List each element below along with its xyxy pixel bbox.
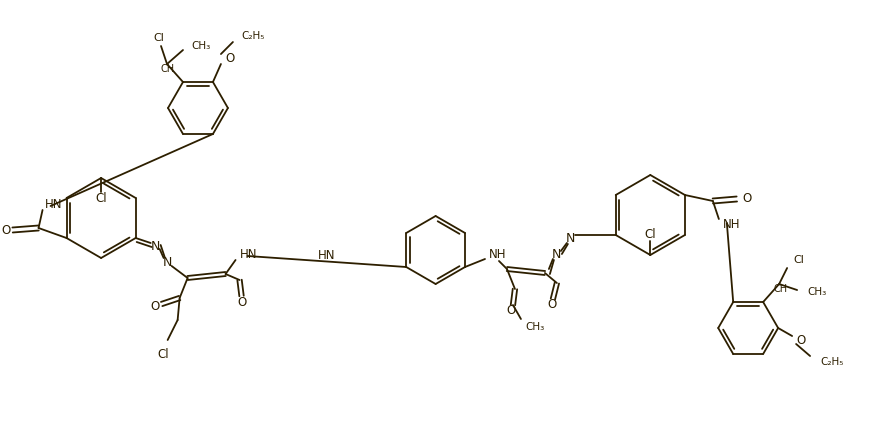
Text: O: O [236,296,246,308]
Text: N: N [566,233,575,245]
Text: NH: NH [722,219,740,231]
Text: Cl: Cl [96,193,107,205]
Text: O: O [547,299,556,311]
Text: Cl: Cl [157,348,169,360]
Text: Cl: Cl [154,33,164,43]
Text: N: N [163,256,172,268]
Text: O: O [742,193,751,205]
Text: O: O [1,224,10,236]
Text: CH₃: CH₃ [524,322,544,332]
Text: O: O [225,52,234,64]
Text: CH: CH [773,284,786,294]
Text: C₂H₅: C₂H₅ [241,31,264,41]
Text: HN: HN [44,198,62,210]
Text: CH₃: CH₃ [806,287,826,297]
Text: HN: HN [239,248,256,261]
Text: C₂H₅: C₂H₅ [819,357,842,367]
Text: O: O [506,305,515,317]
Text: CH: CH [161,64,175,74]
Text: NH: NH [488,248,506,262]
Text: Cl: Cl [793,255,803,265]
Text: N: N [552,248,561,262]
Text: HN: HN [318,249,335,262]
Text: CH₃: CH₃ [191,41,210,51]
Text: O: O [149,299,159,313]
Text: O: O [795,334,805,346]
Text: N: N [151,239,160,253]
Text: Cl: Cl [644,227,655,241]
